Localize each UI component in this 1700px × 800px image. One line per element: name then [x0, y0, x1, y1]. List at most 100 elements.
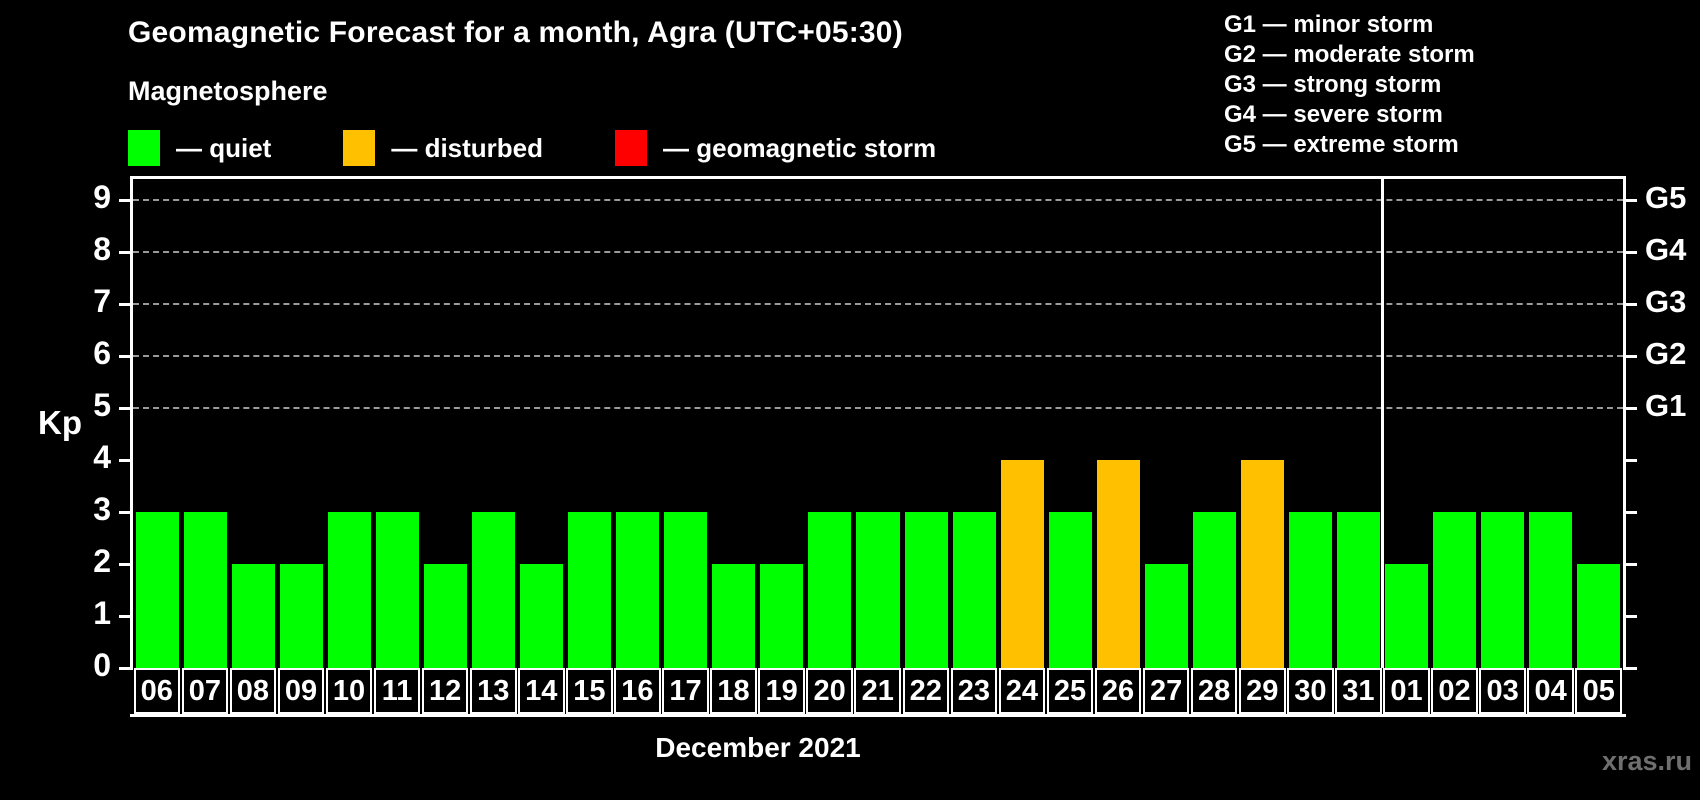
kp-bar-day-04 [1529, 512, 1573, 668]
day-label-05: 05 [1575, 668, 1622, 714]
y-tick-right-8 [1623, 251, 1637, 254]
day-label-07: 07 [181, 668, 229, 714]
legend-label-quiet: — quiet [176, 132, 272, 163]
kp-bar-day-08 [231, 564, 275, 668]
kp-bar-day-29 [1240, 460, 1285, 668]
gridline-kp-7 [133, 303, 1623, 305]
y-tick-left-6 [119, 355, 133, 358]
g-scale-label-G4: G4 [1645, 232, 1687, 267]
day-label-18: 18 [710, 668, 757, 714]
legend-label-storm: — geomagnetic storm [663, 132, 937, 163]
x-axis-bottom-line [130, 714, 1626, 717]
y-tick-label-7: 7 [93, 283, 111, 319]
y-tick-label-9: 9 [93, 179, 111, 215]
y-tick-right-6 [1623, 355, 1637, 358]
y-tick-left-2 [119, 563, 133, 566]
g-scale-label-G3: G3 [1645, 284, 1687, 319]
kp-bar-day-06 [135, 512, 179, 668]
kp-bar-day-05 [1577, 564, 1621, 668]
kp-bar-day-19 [760, 564, 804, 668]
y-tick-right-9 [1623, 199, 1637, 202]
gridline-kp-6 [133, 355, 1623, 357]
g-scale-label-G2: G2 [1645, 336, 1687, 371]
kp-bar-day-28 [1192, 512, 1236, 668]
kp-bar-day-31 [1337, 512, 1381, 668]
day-label-25: 25 [1046, 668, 1094, 714]
chart-title: Geomagnetic Forecast for a month, Agra (… [128, 16, 903, 49]
kp-bar-day-30 [1289, 512, 1333, 668]
g-legend-line-2: G2 — moderate storm [1224, 41, 1475, 68]
gridline-kp-9 [133, 199, 1623, 201]
kp-bar-day-12 [423, 564, 467, 668]
y-tick-right-4 [1623, 459, 1637, 462]
kp-bar-day-24 [1000, 460, 1044, 668]
legend-swatch-quiet [128, 130, 160, 166]
day-label-11: 11 [373, 668, 421, 714]
watermark: xras.ru [1601, 746, 1692, 776]
day-label-20: 20 [806, 668, 853, 714]
y-tick-left-8 [119, 251, 133, 254]
y-axis-title: Kp [38, 404, 82, 441]
g-legend-line-5: G5 — extreme storm [1224, 131, 1459, 158]
legend-item-quiet: — quiet [128, 130, 271, 166]
y-tick-label-2: 2 [93, 543, 111, 579]
kp-bar-day-09 [279, 564, 323, 668]
y-tick-left-0 [119, 667, 133, 670]
y-tick-right-1 [1623, 615, 1637, 618]
y-tick-left-3 [119, 511, 133, 514]
day-label-04: 04 [1527, 668, 1574, 714]
y-tick-label-8: 8 [93, 231, 111, 267]
kp-bar-day-03 [1481, 512, 1525, 668]
y-tick-left-7 [119, 303, 133, 306]
legend-item-storm: — geomagnetic storm [615, 130, 936, 166]
magnetosphere-label: Magnetosphere [128, 76, 328, 106]
kp-bar-day-15 [568, 512, 612, 668]
day-label-31: 31 [1335, 668, 1382, 714]
day-label-19: 19 [758, 668, 805, 714]
kp-bar-day-02 [1433, 512, 1477, 668]
y-tick-label-5: 5 [93, 387, 111, 423]
day-label-10: 10 [325, 668, 373, 714]
kp-bar-day-21 [856, 512, 900, 668]
y-tick-label-3: 3 [93, 491, 111, 527]
day-label-17: 17 [662, 668, 709, 714]
month-separator-line [1381, 179, 1385, 668]
kp-bar-day-01 [1385, 564, 1429, 668]
x-axis-day-labels: 06 07 08 09 10 11 12 13 14 15 16 17 18 19 20 21 22 23 24 25… [133, 668, 1623, 714]
kp-bar-day-13 [471, 512, 515, 668]
kp-bar-day-27 [1144, 564, 1188, 668]
day-label-13: 13 [469, 668, 517, 714]
day-label-16: 16 [614, 668, 661, 714]
kp-bar-day-07 [183, 512, 227, 668]
day-label-22: 22 [902, 668, 950, 714]
kp-bar-day-23 [952, 512, 996, 668]
y-tick-left-4 [119, 459, 133, 462]
day-label-03: 03 [1479, 668, 1526, 714]
kp-bar-day-18 [712, 564, 756, 668]
kp-bar-day-11 [375, 512, 419, 668]
y-tick-label-1: 1 [93, 595, 111, 631]
kp-bar-day-10 [327, 512, 371, 668]
g-scale-label-G1: G1 [1645, 388, 1687, 423]
y-tick-right-2 [1623, 563, 1637, 566]
kp-color-legend: — quiet — disturbed — geomagnetic storm [128, 130, 936, 166]
legend-label-disturbed: — disturbed [391, 132, 544, 163]
day-label-26: 26 [1094, 668, 1142, 714]
legend-swatch-disturbed [343, 130, 376, 166]
kp-bar-day-14 [520, 564, 564, 668]
day-label-15: 15 [566, 668, 613, 714]
day-label-28: 28 [1190, 668, 1238, 714]
g-legend-line-3: G3 — strong storm [1224, 71, 1442, 98]
kp-bar-day-22 [904, 512, 948, 668]
legend-swatch-storm [615, 130, 648, 166]
day-label-06: 06 [133, 668, 181, 714]
day-label-30: 30 [1287, 668, 1334, 714]
day-label-21: 21 [854, 668, 902, 714]
x-axis-title: December 2021 [655, 732, 861, 763]
g-legend-line-4: G4 — severe storm [1224, 101, 1443, 128]
day-label-14: 14 [518, 668, 565, 714]
day-label-02: 02 [1431, 668, 1478, 714]
kp-bar-day-26 [1096, 460, 1140, 668]
plot-inner [133, 179, 1623, 668]
